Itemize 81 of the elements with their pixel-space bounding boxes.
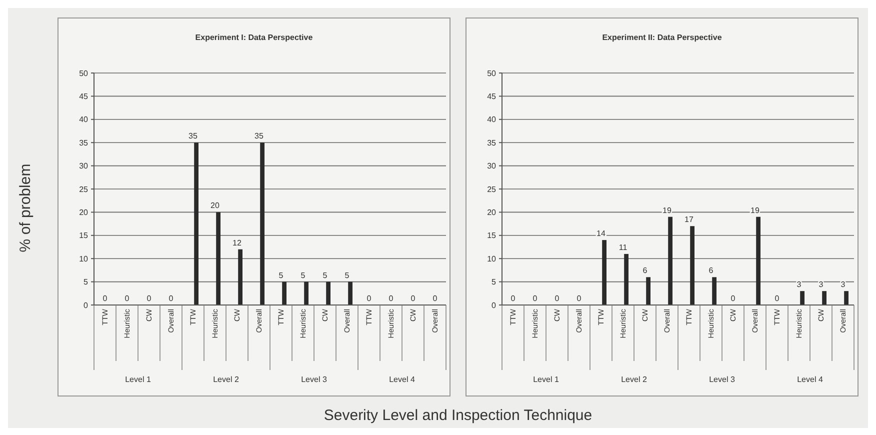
y-tick-label: 5 xyxy=(84,278,89,287)
data-label: 0 xyxy=(102,294,108,303)
data-label: 20 xyxy=(210,201,220,210)
bar xyxy=(712,277,716,305)
bar xyxy=(238,249,242,305)
chart-title: Experiment II: Data Perspective xyxy=(602,33,722,42)
y-tick-label: 45 xyxy=(487,92,497,101)
bar xyxy=(348,282,352,305)
y-tick-label: 20 xyxy=(79,208,89,217)
bar xyxy=(822,291,826,305)
y-tick-label: 20 xyxy=(487,208,497,217)
bar xyxy=(646,277,650,305)
y-tick-label: 50 xyxy=(79,68,89,78)
y-axis-title: % of problem xyxy=(17,164,34,252)
data-label: 5 xyxy=(278,270,284,280)
y-tick-label: 25 xyxy=(487,184,497,194)
text: Level 2 xyxy=(621,375,648,384)
bar xyxy=(756,216,760,305)
data-label: 12 xyxy=(232,238,242,248)
y-tick-label: 30 xyxy=(487,162,497,171)
y-tick-label: 25 xyxy=(79,184,89,194)
bar xyxy=(690,226,694,305)
data-label: 5 xyxy=(322,270,328,280)
bar xyxy=(260,142,264,305)
y-tick-label: 0 xyxy=(84,300,89,310)
text: Level 3 xyxy=(301,375,328,384)
text: Level 1 xyxy=(533,375,560,384)
data-label: 3 xyxy=(840,280,846,290)
data-label: 35 xyxy=(188,132,198,141)
data-label: 0 xyxy=(124,294,130,303)
y-tick-label: 40 xyxy=(487,115,497,124)
text: Level 3 xyxy=(709,375,736,384)
data-label: 0 xyxy=(510,294,516,303)
y-tick-label: 0 xyxy=(492,300,497,310)
x-axis-title: Severity Level and Inspection Technique xyxy=(324,407,592,424)
data-label: 6 xyxy=(708,266,714,276)
data-label: 0 xyxy=(168,294,174,303)
data-label: 3 xyxy=(796,280,802,290)
y-tick-label: 40 xyxy=(79,115,89,124)
data-label: 5 xyxy=(300,270,306,280)
data-label: 3 xyxy=(818,280,824,290)
y-tick-label: 30 xyxy=(79,162,89,171)
bar xyxy=(216,212,220,305)
y-tick-label: 10 xyxy=(79,254,89,264)
y-tick-label: 15 xyxy=(79,231,89,240)
chart-title: Experiment I: Data Perspective xyxy=(195,33,314,42)
data-label: 0 xyxy=(730,294,736,303)
y-tick-label: 35 xyxy=(487,138,497,148)
y-tick-label: 5 xyxy=(492,278,497,287)
data-label: 5 xyxy=(344,270,350,280)
bar xyxy=(602,240,606,305)
data-label: 6 xyxy=(642,266,648,276)
y-tick-label: 45 xyxy=(79,92,89,101)
y-tick-label: 15 xyxy=(487,231,497,240)
data-label: 0 xyxy=(388,294,394,303)
y-tick-label: 10 xyxy=(487,254,497,264)
bar xyxy=(194,142,198,305)
text: Level 4 xyxy=(797,375,824,384)
data-label: 17 xyxy=(684,215,694,224)
data-label: 0 xyxy=(432,294,438,303)
bar xyxy=(800,291,804,305)
data-label: 0 xyxy=(576,294,582,303)
y-tick-label: 50 xyxy=(487,68,497,78)
bar xyxy=(668,216,672,305)
bar xyxy=(326,282,330,305)
data-label: 11 xyxy=(618,242,628,252)
y-tick-label: 35 xyxy=(79,138,89,148)
data-label: 0 xyxy=(532,294,538,303)
bar xyxy=(624,254,628,305)
text: Level 2 xyxy=(213,375,240,384)
data-label: 35 xyxy=(254,132,264,141)
data-label: 0 xyxy=(410,294,416,303)
bar xyxy=(282,282,286,305)
bar xyxy=(844,291,848,305)
data-label: 0 xyxy=(366,294,372,303)
text: Level 1 xyxy=(125,375,152,384)
bar xyxy=(304,282,308,305)
text: Level 4 xyxy=(389,375,416,384)
data-label: 0 xyxy=(554,294,560,303)
data-label: 0 xyxy=(146,294,152,303)
data-label: 0 xyxy=(774,294,780,303)
